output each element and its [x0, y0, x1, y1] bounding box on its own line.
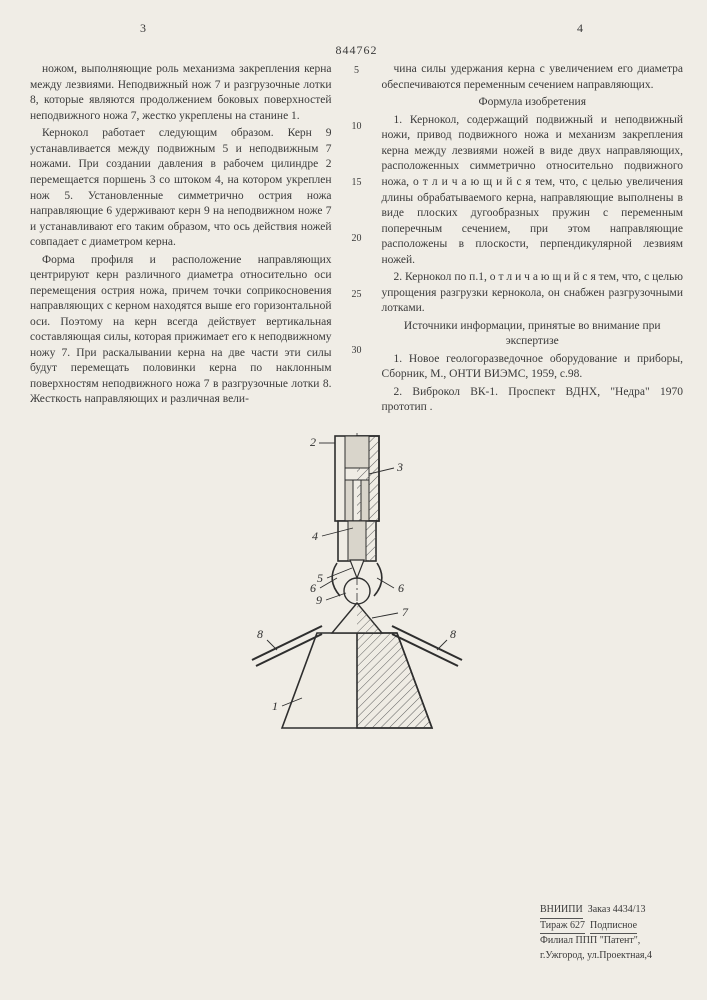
- page-header: 3 4: [30, 20, 683, 36]
- footer-order: Заказ 4434/13: [588, 904, 646, 915]
- footer-sub: Подписное: [590, 919, 637, 935]
- svg-text:2: 2: [310, 435, 316, 449]
- svg-text:4: 4: [312, 529, 318, 543]
- footer-org: ВНИИПИ: [540, 903, 583, 919]
- svg-text:9: 9: [316, 593, 322, 607]
- page-number-left: 3: [140, 20, 146, 36]
- line-number: 5: [350, 64, 364, 120]
- footer-tirazh: Тираж 627: [540, 919, 585, 935]
- text-columns: ножом, выполняющие роль механизма закреп…: [30, 62, 683, 417]
- claim: 1. Кернокол, содержащий подвижный и непо…: [382, 113, 684, 268]
- imprint-footer: ВНИИПИ Заказ 4434/13 Тираж 627 Подписное…: [540, 903, 652, 963]
- line-number-gutter: 5 10 15 20 25 30: [350, 62, 364, 417]
- paragraph: Форма профиля и расположение направляющи…: [30, 253, 332, 408]
- document-number: 844762: [30, 42, 683, 58]
- svg-text:8: 8: [450, 627, 456, 641]
- page-number-right: 4: [577, 20, 583, 36]
- svg-text:7: 7: [402, 605, 409, 619]
- line-number: 25: [350, 288, 364, 344]
- figure-svg: 23456678891: [222, 428, 492, 738]
- svg-text:8: 8: [257, 627, 263, 641]
- svg-text:3: 3: [396, 460, 403, 474]
- footer-line: г.Ужгород, ул.Проектная,4: [540, 949, 652, 964]
- svg-text:5: 5: [317, 571, 323, 585]
- line-number: 20: [350, 232, 364, 288]
- footer-line: Тираж 627 Подписное: [540, 919, 652, 935]
- claim: 2. Кернокол по п.1, о т л и ч а ю щ и й …: [382, 270, 684, 317]
- formula-title: Формула изобретения: [382, 95, 684, 111]
- footer-line: ВНИИПИ Заказ 4434/13: [540, 903, 652, 919]
- paragraph: чина силы удержания керна с увеличением …: [382, 62, 684, 93]
- svg-text:1: 1: [272, 699, 278, 713]
- svg-text:6: 6: [398, 581, 404, 595]
- line-number: 30: [350, 344, 364, 400]
- footer-line: Филиал ППП "Патент",: [540, 934, 652, 949]
- paragraph: ножом, выполняющие роль механизма закреп…: [30, 62, 332, 124]
- column-left: ножом, выполняющие роль механизма закреп…: [30, 62, 332, 417]
- column-right: чина силы удержания керна с увеличением …: [382, 62, 684, 417]
- line-number: 15: [350, 176, 364, 232]
- patent-figure: 23456678891: [30, 428, 683, 744]
- line-number: 10: [350, 120, 364, 176]
- paragraph: Кернокол работает следующим образом. Кер…: [30, 126, 332, 250]
- reference: 1. Новое геологоразведочное оборудование…: [382, 352, 684, 383]
- reference: 2. Виброкол ВК-1. Проспект ВДНХ, "Недра"…: [382, 385, 684, 416]
- refs-title: Источники информации, принятые во вниман…: [382, 319, 684, 350]
